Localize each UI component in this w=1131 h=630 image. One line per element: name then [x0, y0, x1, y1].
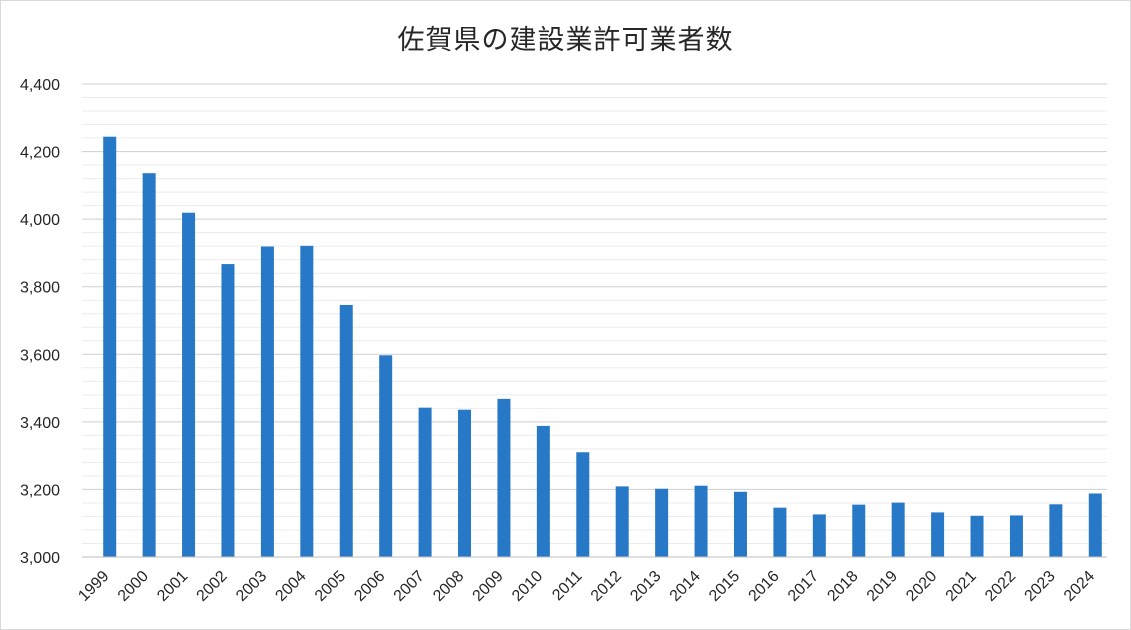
bar	[733, 491, 747, 557]
bar	[694, 485, 708, 557]
bar	[221, 264, 235, 557]
x-tick-label: 2008	[430, 568, 467, 605]
x-tick-label: 2015	[706, 568, 743, 605]
bar	[339, 304, 353, 557]
x-tick-label: 2022	[982, 568, 1019, 605]
bar	[1088, 493, 1102, 557]
x-tick-label: 2003	[233, 568, 270, 605]
bar	[852, 504, 866, 557]
x-tick-label: 2013	[627, 568, 664, 605]
y-tick-label: 4,200	[20, 145, 60, 162]
y-tick-label: 3,000	[20, 550, 60, 567]
bar	[773, 507, 787, 557]
y-tick-label: 3,600	[20, 347, 60, 364]
x-tick-label: 2018	[824, 568, 861, 605]
x-tick-label: 2001	[154, 568, 191, 605]
x-tick-label: 2016	[746, 568, 783, 605]
x-tick-label: 2017	[785, 568, 822, 605]
bar	[1009, 515, 1023, 557]
y-tick-label: 3,400	[20, 415, 60, 432]
bar	[891, 502, 905, 557]
y-tick-label: 4,000	[20, 212, 60, 229]
x-tick-label: 1999	[75, 568, 112, 605]
x-tick-label: 2009	[470, 568, 507, 605]
x-tick-label: 2024	[1061, 568, 1098, 605]
bar	[260, 246, 274, 558]
chart-title: 佐賀県の建設業許可業者数	[397, 25, 734, 56]
x-tick-label: 2007	[391, 568, 428, 605]
y-tick-label: 3,200	[20, 482, 60, 499]
x-tick-label: 2014	[667, 568, 704, 605]
bar	[142, 173, 156, 558]
bar	[655, 488, 669, 557]
x-tick-label: 2012	[588, 568, 625, 605]
x-tick-label: 2004	[272, 568, 309, 605]
x-tick-label: 2023	[1022, 568, 1059, 605]
bar	[536, 425, 550, 557]
bar	[970, 515, 984, 557]
x-tick-label: 2005	[312, 568, 349, 605]
bar	[182, 212, 196, 557]
bar	[418, 407, 432, 557]
bar	[931, 512, 945, 557]
x-tick-label: 2020	[903, 568, 940, 605]
bar	[300, 245, 314, 558]
x-tick-label: 2002	[194, 568, 231, 605]
bar	[103, 136, 117, 557]
x-tick-label: 2021	[943, 568, 980, 605]
y-tick-label: 3,800	[20, 280, 60, 297]
bar	[497, 398, 511, 557]
x-tick-label: 2000	[115, 568, 152, 605]
bar	[1049, 504, 1063, 557]
bar	[615, 486, 629, 557]
bar	[576, 452, 590, 557]
x-tick-label: 2010	[509, 568, 546, 605]
x-tick-label: 2019	[864, 568, 901, 605]
bar	[812, 514, 826, 557]
x-tick-label: 2011	[549, 568, 585, 604]
x-tick-label: 2006	[351, 568, 388, 605]
bar	[379, 355, 393, 557]
bar	[458, 409, 472, 557]
y-tick-label: 4,400	[20, 77, 60, 94]
